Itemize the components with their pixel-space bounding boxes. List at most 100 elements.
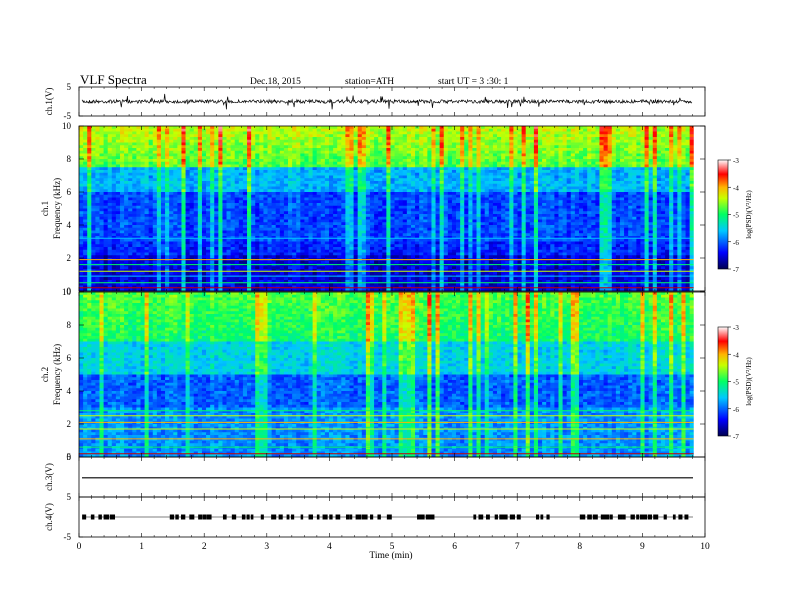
spectrogram-cell <box>677 181 682 185</box>
spectrogram-cell <box>497 203 502 207</box>
spectrogram-cell <box>443 145 449 149</box>
spectrogram-cell <box>128 126 133 130</box>
spectrogram-cell <box>595 200 600 204</box>
spectrogram-cell <box>677 161 682 165</box>
spectrogram-cell <box>517 137 523 141</box>
spectrogram-cell <box>558 164 563 168</box>
spectrogram-cell <box>242 181 248 185</box>
spectrogram-cell <box>320 137 326 141</box>
spectrogram-cell <box>406 205 412 209</box>
spectrogram-cell <box>197 172 203 176</box>
spectrogram-cell <box>615 161 621 165</box>
spectrogram-cell <box>140 150 145 154</box>
spectrogram-cell <box>587 159 592 163</box>
spectrogram-cell <box>300 172 305 176</box>
spectrogram-cell <box>230 150 236 154</box>
spectrogram-cell <box>292 192 297 196</box>
spectrogram-cell <box>324 172 330 176</box>
spectrogram-cell <box>382 148 387 152</box>
spectrogram-cell <box>615 194 621 198</box>
spectrogram-cell <box>451 159 457 163</box>
spectrogram-cell <box>144 153 150 157</box>
spectrogram-cell <box>111 192 117 196</box>
spectrogram-cell <box>587 139 592 143</box>
spectrogram-cell <box>283 192 289 196</box>
spectrogram-cell <box>570 181 576 185</box>
spectrogram-cell <box>140 167 145 171</box>
spectrogram-cell <box>185 200 191 204</box>
spectrogram-cell <box>103 214 109 218</box>
spectrogram-cell <box>546 134 551 138</box>
spectrogram-cell <box>619 137 625 141</box>
spectrogram-cell <box>525 197 531 201</box>
spectrogram-cell <box>316 142 322 146</box>
spectrogram-cell <box>660 178 666 182</box>
spectrogram-cell <box>365 183 371 187</box>
spectrogram-cell <box>79 192 84 196</box>
spectrogram-cell <box>378 172 383 176</box>
spectrogram-cell <box>644 194 650 198</box>
spectrogram-cell <box>595 175 600 179</box>
spectrogram-cell <box>91 156 96 160</box>
spectrogram-cell <box>460 205 465 209</box>
spectrogram-cell <box>369 183 375 187</box>
spectrogram-cell <box>87 145 92 149</box>
spectrogram-cell <box>320 128 326 132</box>
spectrogram-cell <box>259 139 264 143</box>
spectrogram-cell <box>644 197 650 201</box>
spectrogram-cell <box>83 200 88 204</box>
spectrogram-cell <box>300 128 305 132</box>
spectrogram-cell <box>140 175 145 179</box>
spectrogram-cell <box>484 148 490 152</box>
spectrogram-cell <box>128 137 133 141</box>
spectrogram-cell <box>95 200 100 204</box>
spectrogram-cell <box>591 161 596 165</box>
spectrogram-cell <box>328 175 334 179</box>
spectrogram-cell <box>292 186 297 190</box>
spectrogram-cell <box>685 159 691 163</box>
spectrogram-cell <box>578 175 584 179</box>
spectrogram-cell <box>148 150 154 154</box>
spectrogram-cell <box>83 214 88 218</box>
spectrogram-cell <box>324 211 330 215</box>
spectrogram-cell <box>398 192 404 196</box>
spectrogram-cell <box>554 186 559 190</box>
spectrogram-cell <box>165 178 170 182</box>
spectrogram-cell <box>529 128 535 132</box>
ch1-trace <box>81 93 693 110</box>
spectrogram-cell <box>308 194 313 198</box>
spectrogram-cell <box>546 137 551 141</box>
spectrogram-cell <box>640 148 645 152</box>
spectrogram-cell <box>222 126 227 130</box>
spectrogram-cell <box>435 205 441 209</box>
spectrogram-cell <box>263 137 268 141</box>
spectrogram-cell <box>140 183 145 187</box>
spectrogram-cell <box>95 137 100 141</box>
spectrogram-cell <box>255 137 260 141</box>
spectrogram-cell <box>214 145 219 149</box>
spectrogram-cell <box>513 200 518 204</box>
spectrogram-cell <box>435 153 441 157</box>
spectrogram-cell <box>197 175 203 179</box>
spectrogram-cell <box>193 156 199 160</box>
spectrogram-cell <box>165 148 170 152</box>
spectrogram-cell <box>492 150 498 154</box>
spectrogram-cell <box>312 181 318 185</box>
spectrogram-cell <box>427 172 432 176</box>
spectrogram-cell <box>328 153 334 157</box>
spectrogram-cell <box>242 148 248 152</box>
spectrogram-cell <box>300 148 305 152</box>
spectrogram-cell <box>406 214 412 218</box>
spectrogram-cell <box>259 167 264 171</box>
spectrogram-cell <box>685 137 691 141</box>
spectrogram-cell <box>460 139 465 143</box>
spectrogram-cell <box>378 126 383 130</box>
spectrogram-cell <box>333 178 338 182</box>
spectrogram-cell <box>468 167 473 171</box>
spectrogram-cell <box>398 161 404 165</box>
spectrogram-cell <box>562 172 568 176</box>
spectrogram-cell <box>480 172 486 176</box>
spectrogram-cell <box>685 148 691 152</box>
spectrogram-cell <box>439 181 445 185</box>
spectrogram-cell <box>390 197 395 201</box>
